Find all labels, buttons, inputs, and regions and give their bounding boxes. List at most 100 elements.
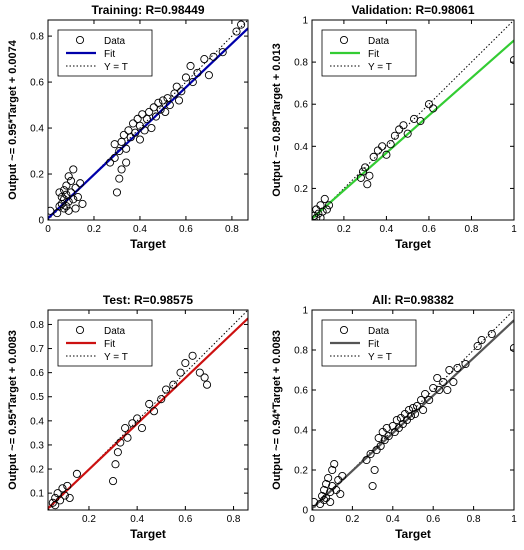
chart-title: Validation: R=0.98061 <box>351 3 474 17</box>
data-point <box>116 438 125 447</box>
data-points <box>312 329 514 509</box>
axes-box <box>47 19 249 221</box>
data-point <box>326 497 335 507</box>
data-point <box>177 87 186 96</box>
data-point <box>186 61 195 71</box>
legend-data-label: Data <box>104 326 126 337</box>
data-point <box>156 105 165 114</box>
data-point <box>147 123 156 133</box>
y-tick-label: 0.4 <box>294 142 308 153</box>
y-tick-label: 0.1 <box>30 489 44 500</box>
data-point <box>71 204 80 213</box>
y-tick-label: 0.6 <box>30 78 44 89</box>
data-point <box>361 163 370 172</box>
data-point <box>320 485 329 495</box>
data-point <box>322 479 331 489</box>
x-tick-label: 0.8 <box>227 514 241 525</box>
legend-fit-label: Fit <box>368 49 379 60</box>
data-point <box>122 144 131 153</box>
data-points <box>48 351 212 510</box>
data-point <box>174 96 184 105</box>
data-point <box>218 48 227 57</box>
data-point <box>122 158 131 167</box>
legend-data-marker <box>75 35 85 45</box>
data-point <box>378 142 387 151</box>
x-tick-label: 1 <box>511 514 517 525</box>
data-point <box>48 498 57 507</box>
legend-yt-label: Y = T <box>104 62 128 73</box>
data-point <box>110 153 119 162</box>
data-point <box>188 351 197 360</box>
data-point <box>477 335 486 345</box>
y-axis-label: Output ~= 0.89*Target + 0.013 <box>271 43 283 197</box>
data-point <box>388 421 397 431</box>
data-point <box>390 131 399 140</box>
y-tick-label: 0.2 <box>294 184 308 195</box>
y-tick-label: 0.8 <box>30 32 44 43</box>
data-points <box>312 55 514 220</box>
data-point <box>326 487 335 497</box>
data-point <box>200 373 209 382</box>
data-point <box>188 78 197 87</box>
data-point <box>412 401 422 411</box>
x-tick-label: 0.6 <box>179 224 193 235</box>
data-point <box>149 407 159 416</box>
data-point <box>69 165 78 174</box>
fit-line <box>312 39 514 220</box>
data-point <box>395 125 404 134</box>
data-point <box>202 380 212 389</box>
data-point <box>62 181 71 190</box>
data-point <box>232 27 241 36</box>
data-point <box>324 473 333 483</box>
data-point <box>439 377 448 387</box>
data-point <box>200 55 209 64</box>
data-point <box>445 365 454 375</box>
data-point <box>133 414 142 423</box>
data-point <box>417 395 426 405</box>
y-tick-label: 0.4 <box>30 416 44 427</box>
chart-title: Test: R=0.98575 <box>103 293 193 307</box>
data-point <box>358 167 368 176</box>
x-tick-label: 0.4 <box>386 514 400 525</box>
legend-fit-label: Fit <box>104 49 115 60</box>
x-tick-label: 0 <box>309 514 315 525</box>
y-tick-label: 0.6 <box>294 386 308 397</box>
y-tick-label: 0.8 <box>294 58 308 69</box>
data-point <box>382 150 391 159</box>
data-point <box>53 489 62 498</box>
data-point <box>117 165 126 174</box>
legend-yt-label: Y = T <box>368 352 392 363</box>
y-tick-label: 0 <box>302 506 308 517</box>
data-point <box>60 204 69 213</box>
data-point <box>386 140 395 149</box>
data-point <box>316 213 325 220</box>
data-point <box>111 460 120 469</box>
subplot-2: 0.2 0.4 0.6 0.8 1 0.2 0.4 0.6 0.8 1 Validation: R=… <box>271 3 517 251</box>
data-point <box>172 82 181 91</box>
subplot-3: 0.2 0.4 0.6 0.8 0.1 0.2 0.3 0.4 0.5 0.6 0.7 0.8 Test… <box>7 293 249 541</box>
x-axis-label: Target <box>395 237 431 251</box>
legend-data-label: Data <box>368 36 390 47</box>
y-tick-label: 0.6 <box>294 100 308 111</box>
data-point <box>433 373 442 383</box>
data-point <box>135 121 145 130</box>
fit-line <box>48 317 248 510</box>
data-point <box>145 399 154 409</box>
y-tick-label: 1 <box>302 306 308 317</box>
chart-title: Training: R=0.98449 <box>91 3 204 17</box>
data-point <box>424 100 433 109</box>
data-point <box>487 329 496 339</box>
data-point <box>62 202 71 211</box>
data-point <box>314 209 323 218</box>
data-point <box>399 121 408 130</box>
legend: Data Fit Y = T <box>57 319 153 367</box>
subplot-4: 0 0.2 0.4 0.6 0.8 1 0 0.2 0.4 0.6 0.8 1 All: R=0.983… <box>271 293 517 541</box>
data-point <box>403 129 412 138</box>
data-point <box>209 52 218 61</box>
x-axis-label: Target <box>130 237 166 251</box>
data-point <box>115 174 124 183</box>
legend-data-marker <box>75 325 85 335</box>
data-point <box>66 176 76 185</box>
legend: Data Fit Y = T <box>57 29 153 77</box>
